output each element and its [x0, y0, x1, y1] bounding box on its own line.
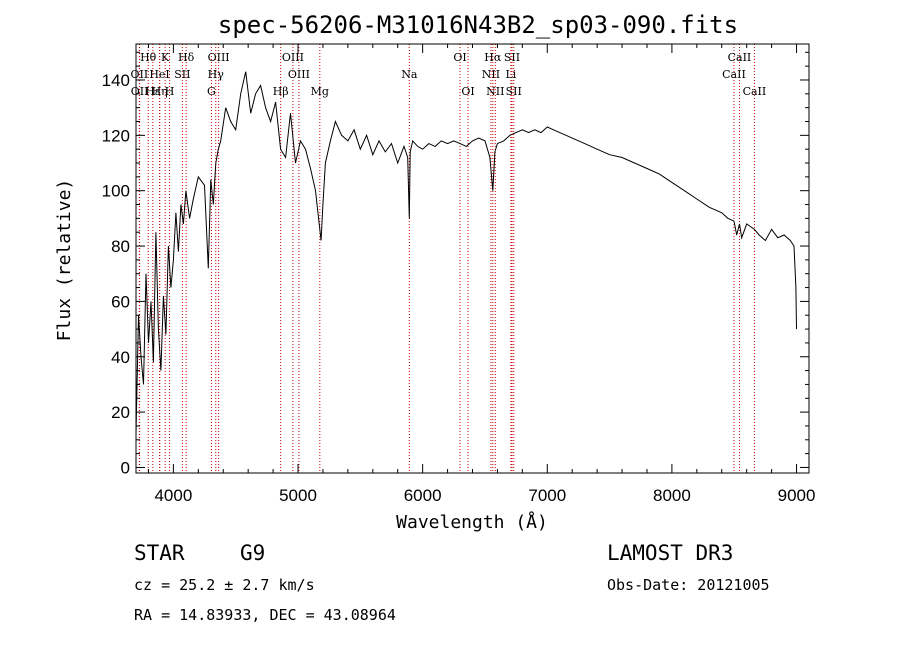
y-tick-label: 20 — [111, 403, 130, 422]
chart-title: spec-56206-M31016N43B2_sp03-090.fits — [218, 11, 738, 39]
x-axis-ticks: 4000 5000 6000 7000 8000 9000 — [147, 44, 816, 505]
flux-series-line — [135, 71, 797, 435]
x-tick-label: 4000 — [154, 486, 192, 505]
x-tick-label: 8000 — [653, 486, 691, 505]
line-label: OI — [453, 51, 466, 64]
y-axis-label: Flux (relative) — [54, 179, 75, 342]
line-label: Hη — [152, 85, 168, 98]
y-tick-label: 120 — [102, 126, 130, 145]
line-label: SII — [504, 51, 520, 64]
line-label: SII — [506, 85, 522, 98]
redshift-velocity: cz = 25.2 ± 2.7 km/s — [134, 576, 315, 594]
y-axis-ticks: 0 20 40 60 80 100 120 140 — [102, 51, 809, 477]
line-label: CaII — [728, 51, 752, 64]
x-tick-label: 6000 — [404, 486, 442, 505]
line-label: OI — [461, 85, 474, 98]
line-label: OIII — [288, 68, 310, 81]
y-tick-label: 100 — [102, 182, 130, 201]
line-label: CaII — [722, 68, 746, 81]
y-tick-label: 140 — [102, 71, 130, 90]
line-label: Hγ — [208, 68, 225, 81]
y-tick-label: 40 — [111, 348, 130, 367]
y-tick-label: 0 — [121, 458, 130, 477]
line-label: Hε — [145, 85, 161, 98]
line-label: Hβ — [273, 85, 289, 98]
object-class: STAR — [134, 541, 185, 565]
line-label: Hθ — [140, 51, 157, 64]
line-label: K — [161, 51, 170, 64]
coordinates: RA = 14.83933, DEC = 43.08964 — [134, 606, 396, 624]
line-label: G — [207, 85, 216, 98]
x-tick-label: 9000 — [778, 486, 816, 505]
x-tick-label: 5000 — [279, 486, 317, 505]
line-label: Li — [505, 68, 516, 81]
line-label: OII — [131, 85, 149, 98]
line-label: Hδ — [178, 51, 195, 64]
x-axis-label: Wavelength (Å) — [396, 511, 548, 533]
plot-frame — [135, 43, 810, 474]
object-subclass: G9 — [240, 541, 265, 565]
line-label: Hα — [484, 51, 502, 64]
line-label: CaII — [743, 85, 767, 98]
line-label: OIII — [208, 51, 230, 64]
line-label: H — [165, 85, 175, 98]
survey-name: LAMOST DR3 — [607, 541, 733, 565]
line-label: SII — [174, 68, 190, 81]
observation-date: Obs-Date: 20121005 — [607, 576, 770, 594]
line-label: Mg — [311, 85, 329, 98]
y-tick-label: 80 — [111, 237, 130, 256]
line-label: OII — [131, 68, 149, 81]
line-label: HeI — [149, 68, 169, 81]
y-tick-label: 60 — [111, 292, 130, 311]
x-tick-label: 7000 — [528, 486, 566, 505]
line-label: NII — [482, 68, 500, 81]
line-label: Na — [401, 68, 418, 81]
line-label: NII — [486, 85, 504, 98]
line-label: OIII — [282, 51, 304, 64]
spectral-line-markers — [138, 44, 755, 473]
